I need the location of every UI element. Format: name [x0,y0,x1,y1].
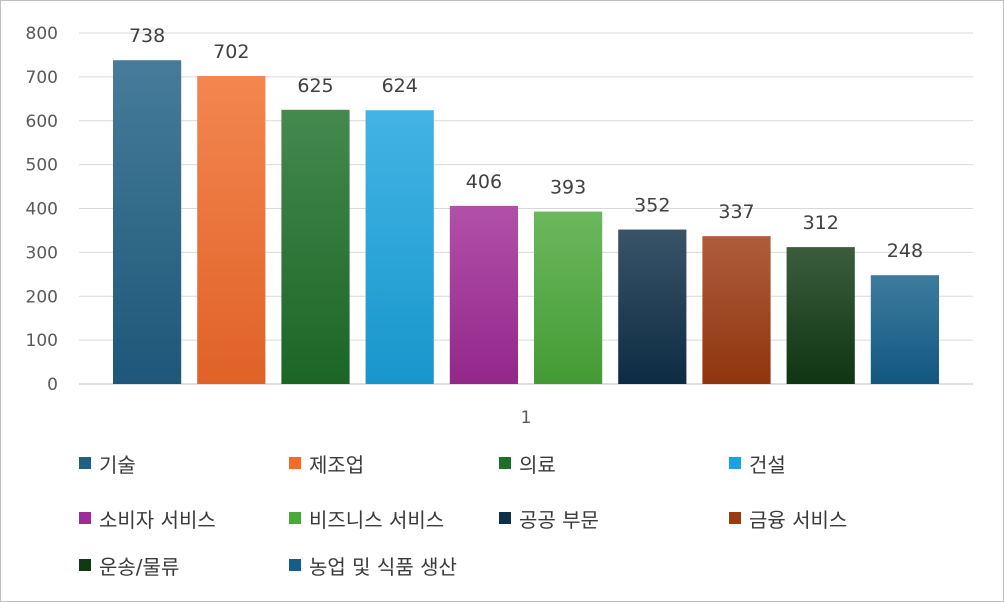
legend-item: 기술 [79,449,136,477]
y-tick-label: 600 [26,112,58,132]
y-tick-label: 100 [26,331,58,351]
legend-swatch [289,457,301,469]
x-axis-ticks: 1 [521,408,532,428]
legend-label: 의료 [519,452,556,477]
data-label: 248 [887,240,923,262]
bar-2 [197,75,266,384]
y-tick-label: 300 [26,243,58,263]
y-tick-label: 0 [47,375,58,395]
data-label: 337 [718,201,754,223]
legend-swatch [499,512,511,524]
bar-1 [113,60,182,384]
legend-swatch [499,457,511,469]
legend-item: 소비자 서비스 [79,504,216,532]
y-axis-ticks: 0 100 200 300 400 500 600 700 800 [26,24,58,395]
bar-5 [449,205,518,384]
data-label: 393 [550,177,586,199]
legend-item: 비즈니스 서비스 [289,504,444,532]
data-label: 702 [213,41,249,63]
bar-3 [281,109,350,384]
data-label: 625 [297,75,333,97]
legend-swatch [79,512,91,524]
y-tick-label: 200 [26,287,58,307]
y-tick-label: 400 [26,200,58,220]
data-label: 406 [466,171,502,193]
bar-9 [786,247,855,384]
x-tick-label: 1 [521,408,532,428]
legend-item: 의료 [499,449,556,477]
bar-7 [618,229,687,384]
y-tick-label: 500 [26,156,58,176]
legend-swatch [289,559,301,571]
legend-item: 제조업 [289,449,364,477]
bar-10 [870,275,939,384]
legend-label: 건설 [749,452,786,477]
legend-item: 운송/물류 [79,551,179,579]
data-label: 738 [129,25,165,47]
legend-swatch [79,457,91,469]
legend-label: 공공 부문 [519,507,599,532]
bars [113,60,939,384]
legend-item: 공공 부문 [499,504,599,532]
legend-item: 농업 및 식품 생산 [289,551,457,579]
legend-label: 제조업 [309,452,365,477]
legend-label: 비즈니스 서비스 [309,507,445,532]
data-label: 312 [803,212,839,234]
legend-label: 기술 [99,452,136,477]
legend-label: 소비자 서비스 [99,507,216,532]
legend-swatch [79,559,91,571]
data-label: 352 [634,195,670,217]
legend-swatch [729,512,741,524]
y-tick-label: 800 [26,24,58,44]
legend-label: 금융 서비스 [749,507,848,532]
legend-item: 건설 [729,449,786,477]
legend-label: 농업 및 식품 생산 [309,554,457,579]
data-label: 624 [382,75,418,97]
legend-label: 운송/물류 [99,554,180,579]
legend-swatch [729,457,741,469]
data-labels: 738 702 625 624 406 393 352 337 312 248 [129,25,923,262]
bar-chart: 0 100 200 300 400 500 600 700 800 738 702 625 624 40… [26,24,973,428]
bar-4 [365,110,434,384]
bar-8 [702,236,771,384]
legend-item: 금융 서비스 [729,504,847,532]
y-tick-label: 700 [26,68,58,88]
bar-6 [534,211,603,384]
legend-swatch [289,512,301,524]
